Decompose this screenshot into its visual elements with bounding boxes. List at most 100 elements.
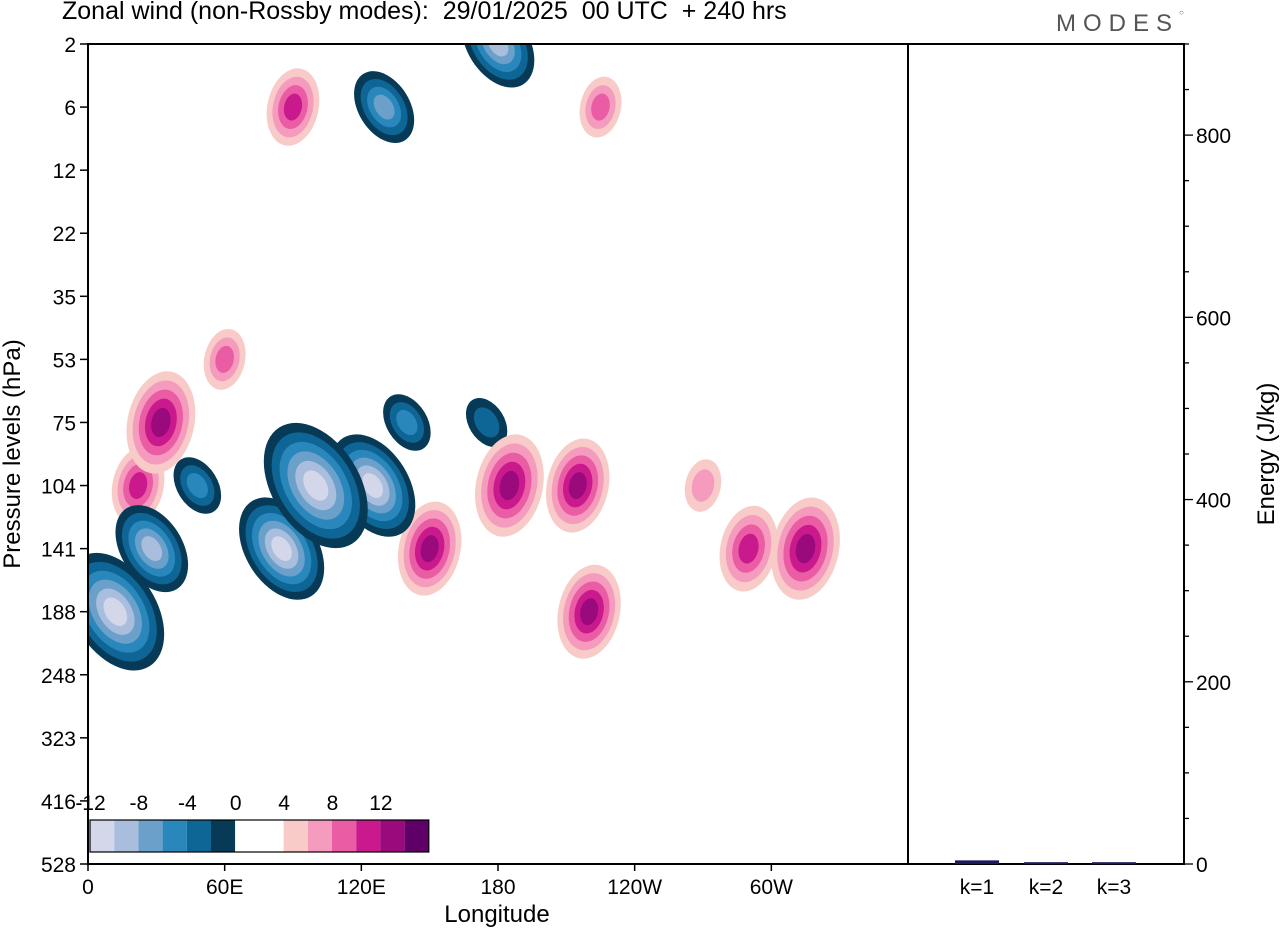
colorbar-cell bbox=[90, 820, 115, 852]
x-axis: 0 60E 120E 180 120W 60W bbox=[82, 864, 793, 899]
colorbar-label: 0 bbox=[230, 792, 242, 815]
wind-anomaly-easterly bbox=[354, 71, 415, 143]
y-tick-label: 75 bbox=[53, 412, 76, 435]
y-axis: 2 6 12 22 35 53 75 104 141 188 248 323 416 528 bbox=[41, 34, 88, 877]
y-tick-label: 528 bbox=[41, 854, 76, 877]
energy-axis: 0 200 400 600 800 bbox=[1184, 43, 1231, 877]
contour-band bbox=[151, 407, 171, 438]
contour-band bbox=[283, 93, 303, 121]
wind-anomaly-easterly bbox=[263, 422, 368, 549]
contour-band bbox=[473, 407, 500, 438]
wind-anomaly-easterly bbox=[461, 44, 535, 88]
y-tick-label: 35 bbox=[53, 286, 76, 309]
contour-band bbox=[215, 345, 235, 373]
colorbar-label: 8 bbox=[327, 792, 339, 815]
energy-tick-label: 0 bbox=[1196, 854, 1208, 877]
energy-bar bbox=[1092, 862, 1136, 865]
y-tick-label: 22 bbox=[53, 223, 76, 246]
contour-band bbox=[487, 44, 509, 57]
colorbar: -12 -8 -4 0 4 8 12 bbox=[75, 792, 430, 853]
wind-anomaly-westerly bbox=[546, 438, 610, 533]
y-tick-label: 2 bbox=[64, 34, 76, 57]
colorbar-cell bbox=[162, 820, 187, 852]
colorbar-cell bbox=[114, 820, 139, 852]
colorbar-label: 4 bbox=[278, 792, 290, 815]
colorbar-cell bbox=[211, 820, 236, 852]
colorbar-label: 12 bbox=[369, 792, 392, 815]
energy-tick-label: 600 bbox=[1196, 307, 1231, 330]
colorbar-label: -8 bbox=[130, 792, 149, 815]
colorbar-frame bbox=[89, 819, 430, 853]
bar-category-label: k=3 bbox=[1097, 876, 1131, 899]
contour-band bbox=[373, 94, 395, 120]
contour-band bbox=[303, 470, 329, 501]
energy-bar bbox=[1024, 862, 1068, 865]
wind-anomaly-easterly bbox=[173, 457, 222, 514]
x-tick-label: 60E bbox=[206, 876, 243, 899]
y-tick-label: 248 bbox=[41, 665, 76, 688]
colorbar-cell bbox=[235, 820, 260, 852]
colorbar-cell bbox=[138, 820, 163, 852]
wind-anomaly-westerly bbox=[771, 497, 840, 600]
energy-frame bbox=[907, 43, 1185, 865]
contour-band bbox=[396, 409, 418, 436]
contour-band bbox=[271, 536, 292, 562]
wind-anomaly-westerly bbox=[719, 505, 778, 592]
x-tick-label: 120E bbox=[337, 876, 386, 899]
colorbar-cell bbox=[332, 820, 357, 852]
x-tick-label: 180 bbox=[480, 876, 515, 899]
wind-anomaly-westerly bbox=[266, 68, 320, 146]
energy-bar bbox=[955, 860, 999, 864]
energy-tick-label: 200 bbox=[1196, 672, 1231, 695]
contour-band bbox=[691, 469, 715, 502]
colorbar-label: -4 bbox=[178, 792, 197, 815]
wind-anomaly-easterly bbox=[383, 394, 431, 451]
contour-band bbox=[568, 472, 587, 499]
wind-anomaly-westerly bbox=[557, 564, 621, 659]
contour-band bbox=[420, 535, 439, 563]
wind-anomaly-westerly bbox=[126, 371, 196, 474]
contour-band bbox=[103, 597, 128, 626]
contour-band bbox=[591, 93, 610, 121]
energy-tick-label: 400 bbox=[1196, 490, 1231, 513]
x-tick-label: 60W bbox=[750, 876, 793, 899]
colorbar-cell bbox=[259, 820, 284, 852]
colorbar-cell bbox=[283, 820, 308, 852]
colorbar-label: -12 bbox=[75, 792, 105, 815]
wind-anomaly-westerly bbox=[203, 328, 246, 390]
wind-anomaly-westerly bbox=[579, 76, 622, 138]
y-tick-label: 416 bbox=[41, 791, 76, 814]
wind-anomaly-westerly bbox=[684, 459, 722, 512]
y-tick-label: 53 bbox=[53, 349, 76, 372]
wind-anomaly-easterly bbox=[88, 552, 165, 671]
y-tick-label: 6 bbox=[64, 97, 76, 120]
x-tick-label: 0 bbox=[82, 876, 94, 899]
y-tick-label: 323 bbox=[41, 728, 76, 751]
colorbar-cell bbox=[307, 820, 332, 852]
contour-band bbox=[738, 533, 759, 564]
y-tick-label: 141 bbox=[41, 539, 76, 562]
colorbar-cell bbox=[356, 820, 381, 852]
contour-band bbox=[499, 470, 520, 501]
contour-band bbox=[580, 598, 599, 626]
wind-anomaly-westerly bbox=[474, 434, 544, 537]
chart-title: Zonal wind (non-Rossby modes): 29/01/202… bbox=[62, 0, 787, 25]
heatmap-plot bbox=[88, 44, 840, 671]
colorbar-cell bbox=[380, 820, 405, 852]
x-tick-label: 120W bbox=[607, 876, 662, 899]
contour-band bbox=[128, 472, 148, 499]
contour-band bbox=[362, 473, 384, 498]
colorbar-cell bbox=[404, 820, 429, 852]
logo-text: MODES bbox=[1056, 10, 1180, 37]
energy-bars: k=1 k=2 k=3 bbox=[955, 860, 1136, 899]
contour-band bbox=[141, 536, 163, 562]
y-axis-title: Pressure levels (hPa) bbox=[0, 339, 26, 568]
modes-logo: MODES○ bbox=[1056, 8, 1184, 37]
energy-axis-title: Energy (J/kg) bbox=[1253, 383, 1280, 526]
bar-category-label: k=2 bbox=[1029, 876, 1063, 899]
colorbar-cell bbox=[186, 820, 211, 852]
x-axis-title: Longitude bbox=[444, 901, 549, 928]
y-tick-label: 12 bbox=[53, 160, 76, 183]
contour-band bbox=[795, 534, 816, 564]
